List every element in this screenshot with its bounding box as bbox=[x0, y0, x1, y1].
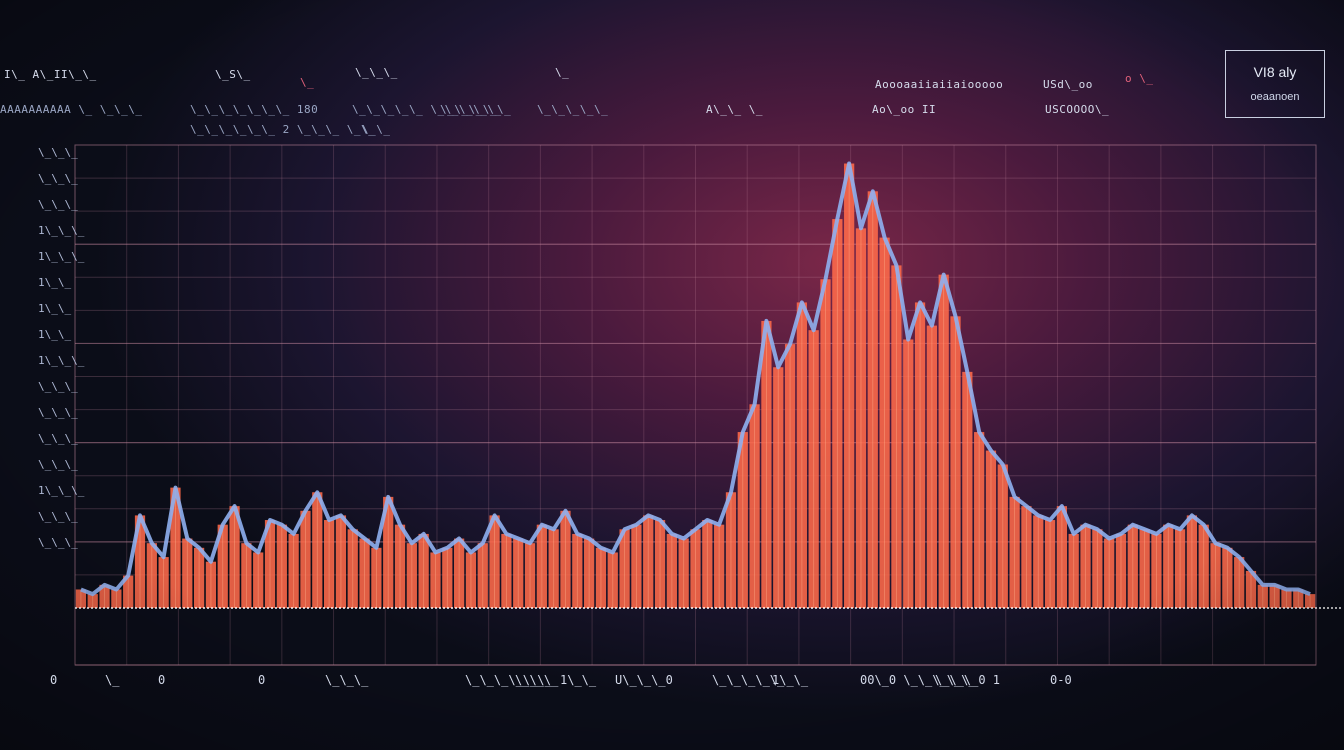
header-readout: \_\_\_ bbox=[355, 66, 398, 79]
y-tick-label: 1\_\_\_ bbox=[38, 484, 85, 497]
header-readout: \_\_ bbox=[362, 123, 391, 136]
legend-box: VI8 aly oeaanoen bbox=[1225, 50, 1325, 118]
y-tick-label: \_\_\_ bbox=[38, 198, 78, 211]
header-readout: \_\_\_\_\_ bbox=[440, 103, 512, 116]
x-tick-label: 00\_0 \_\_\_\_\_ bbox=[860, 673, 976, 687]
y-tick-label: 1\_\_ bbox=[38, 302, 72, 315]
x-tick-label: \_\_\_\_\_\_ bbox=[465, 673, 552, 687]
x-tick-label: \_\_\_ bbox=[325, 673, 369, 687]
y-tick-label: \_\_\_ bbox=[38, 172, 78, 185]
header-readout: I\_ A\_II\_\_ bbox=[4, 68, 97, 81]
x-tick-label: 0 bbox=[158, 673, 166, 687]
header-readout: USd\_oo bbox=[1043, 78, 1093, 91]
x-tick-label: 0 bbox=[258, 673, 266, 687]
header-readout: \_\_\_\_\_\_ 2 \_\_\_ \_\_ bbox=[190, 123, 376, 136]
x-tick-label: U\_\_\_0 bbox=[615, 673, 673, 687]
y-tick-label: 1\_\_\_ bbox=[38, 250, 85, 263]
y-tick-label: 1\_\_ bbox=[38, 328, 72, 341]
header-readout: A\_\_ \_ bbox=[706, 103, 763, 116]
x-tick-label: \_ bbox=[105, 673, 120, 687]
legend-line-2: oeaanoen bbox=[1250, 91, 1300, 103]
y-tick-label: \_\_\_ bbox=[38, 536, 78, 549]
header-readout: \_ bbox=[300, 76, 315, 89]
header-readout: \_ bbox=[555, 66, 570, 79]
x-tick-label: 0 bbox=[50, 673, 58, 687]
header-readout: \_\_\_\_\_ \_\_\_\_\_ bbox=[352, 103, 502, 116]
x-tick-label: 1\_\_ bbox=[560, 673, 597, 687]
y-tick-label: \_\_\_ bbox=[38, 510, 78, 523]
header-readout: Aoooaaiiaiiaiooooo bbox=[875, 78, 1004, 91]
y-tick-label: \_\_\_ bbox=[38, 146, 78, 159]
header-readout: Ao\_oo II bbox=[872, 103, 937, 116]
y-tick-label: \_\_\_ bbox=[38, 406, 78, 419]
y-tick-label: \_\_\_ bbox=[38, 432, 78, 445]
header-readout: o \_ bbox=[1125, 72, 1154, 85]
y-tick-label: 1\_\_\_ bbox=[38, 354, 85, 367]
x-tick-label: 1\_\_ bbox=[772, 673, 809, 687]
x-tick-label: \_\_\_\_\_ bbox=[712, 673, 785, 687]
header-readout: \_\_\_\_\_ bbox=[537, 103, 609, 116]
legend-line-1: VI8 aly bbox=[1253, 64, 1297, 80]
header-readout: \_\_\_\_\_\_\_ 180 bbox=[190, 103, 319, 116]
x-tick-label: 0-0 bbox=[1050, 673, 1072, 687]
y-tick-label: \_\_\_ bbox=[38, 458, 78, 471]
header-readout: \_S\_ bbox=[215, 68, 251, 81]
y-tick-label: \_\_\_ bbox=[38, 380, 78, 393]
header-readout: AAAAAAAAAA \_ \_\_\_ bbox=[0, 103, 143, 116]
y-tick-label: 1\_\_\_ bbox=[38, 224, 85, 237]
x-tick-label: \_\_\_0 1 bbox=[935, 673, 1001, 687]
header-readout: USCOOOO\_ bbox=[1045, 103, 1110, 116]
y-tick-label: 1\_\_ bbox=[38, 276, 72, 289]
x-tick-label: \_\_\_ bbox=[515, 673, 559, 687]
